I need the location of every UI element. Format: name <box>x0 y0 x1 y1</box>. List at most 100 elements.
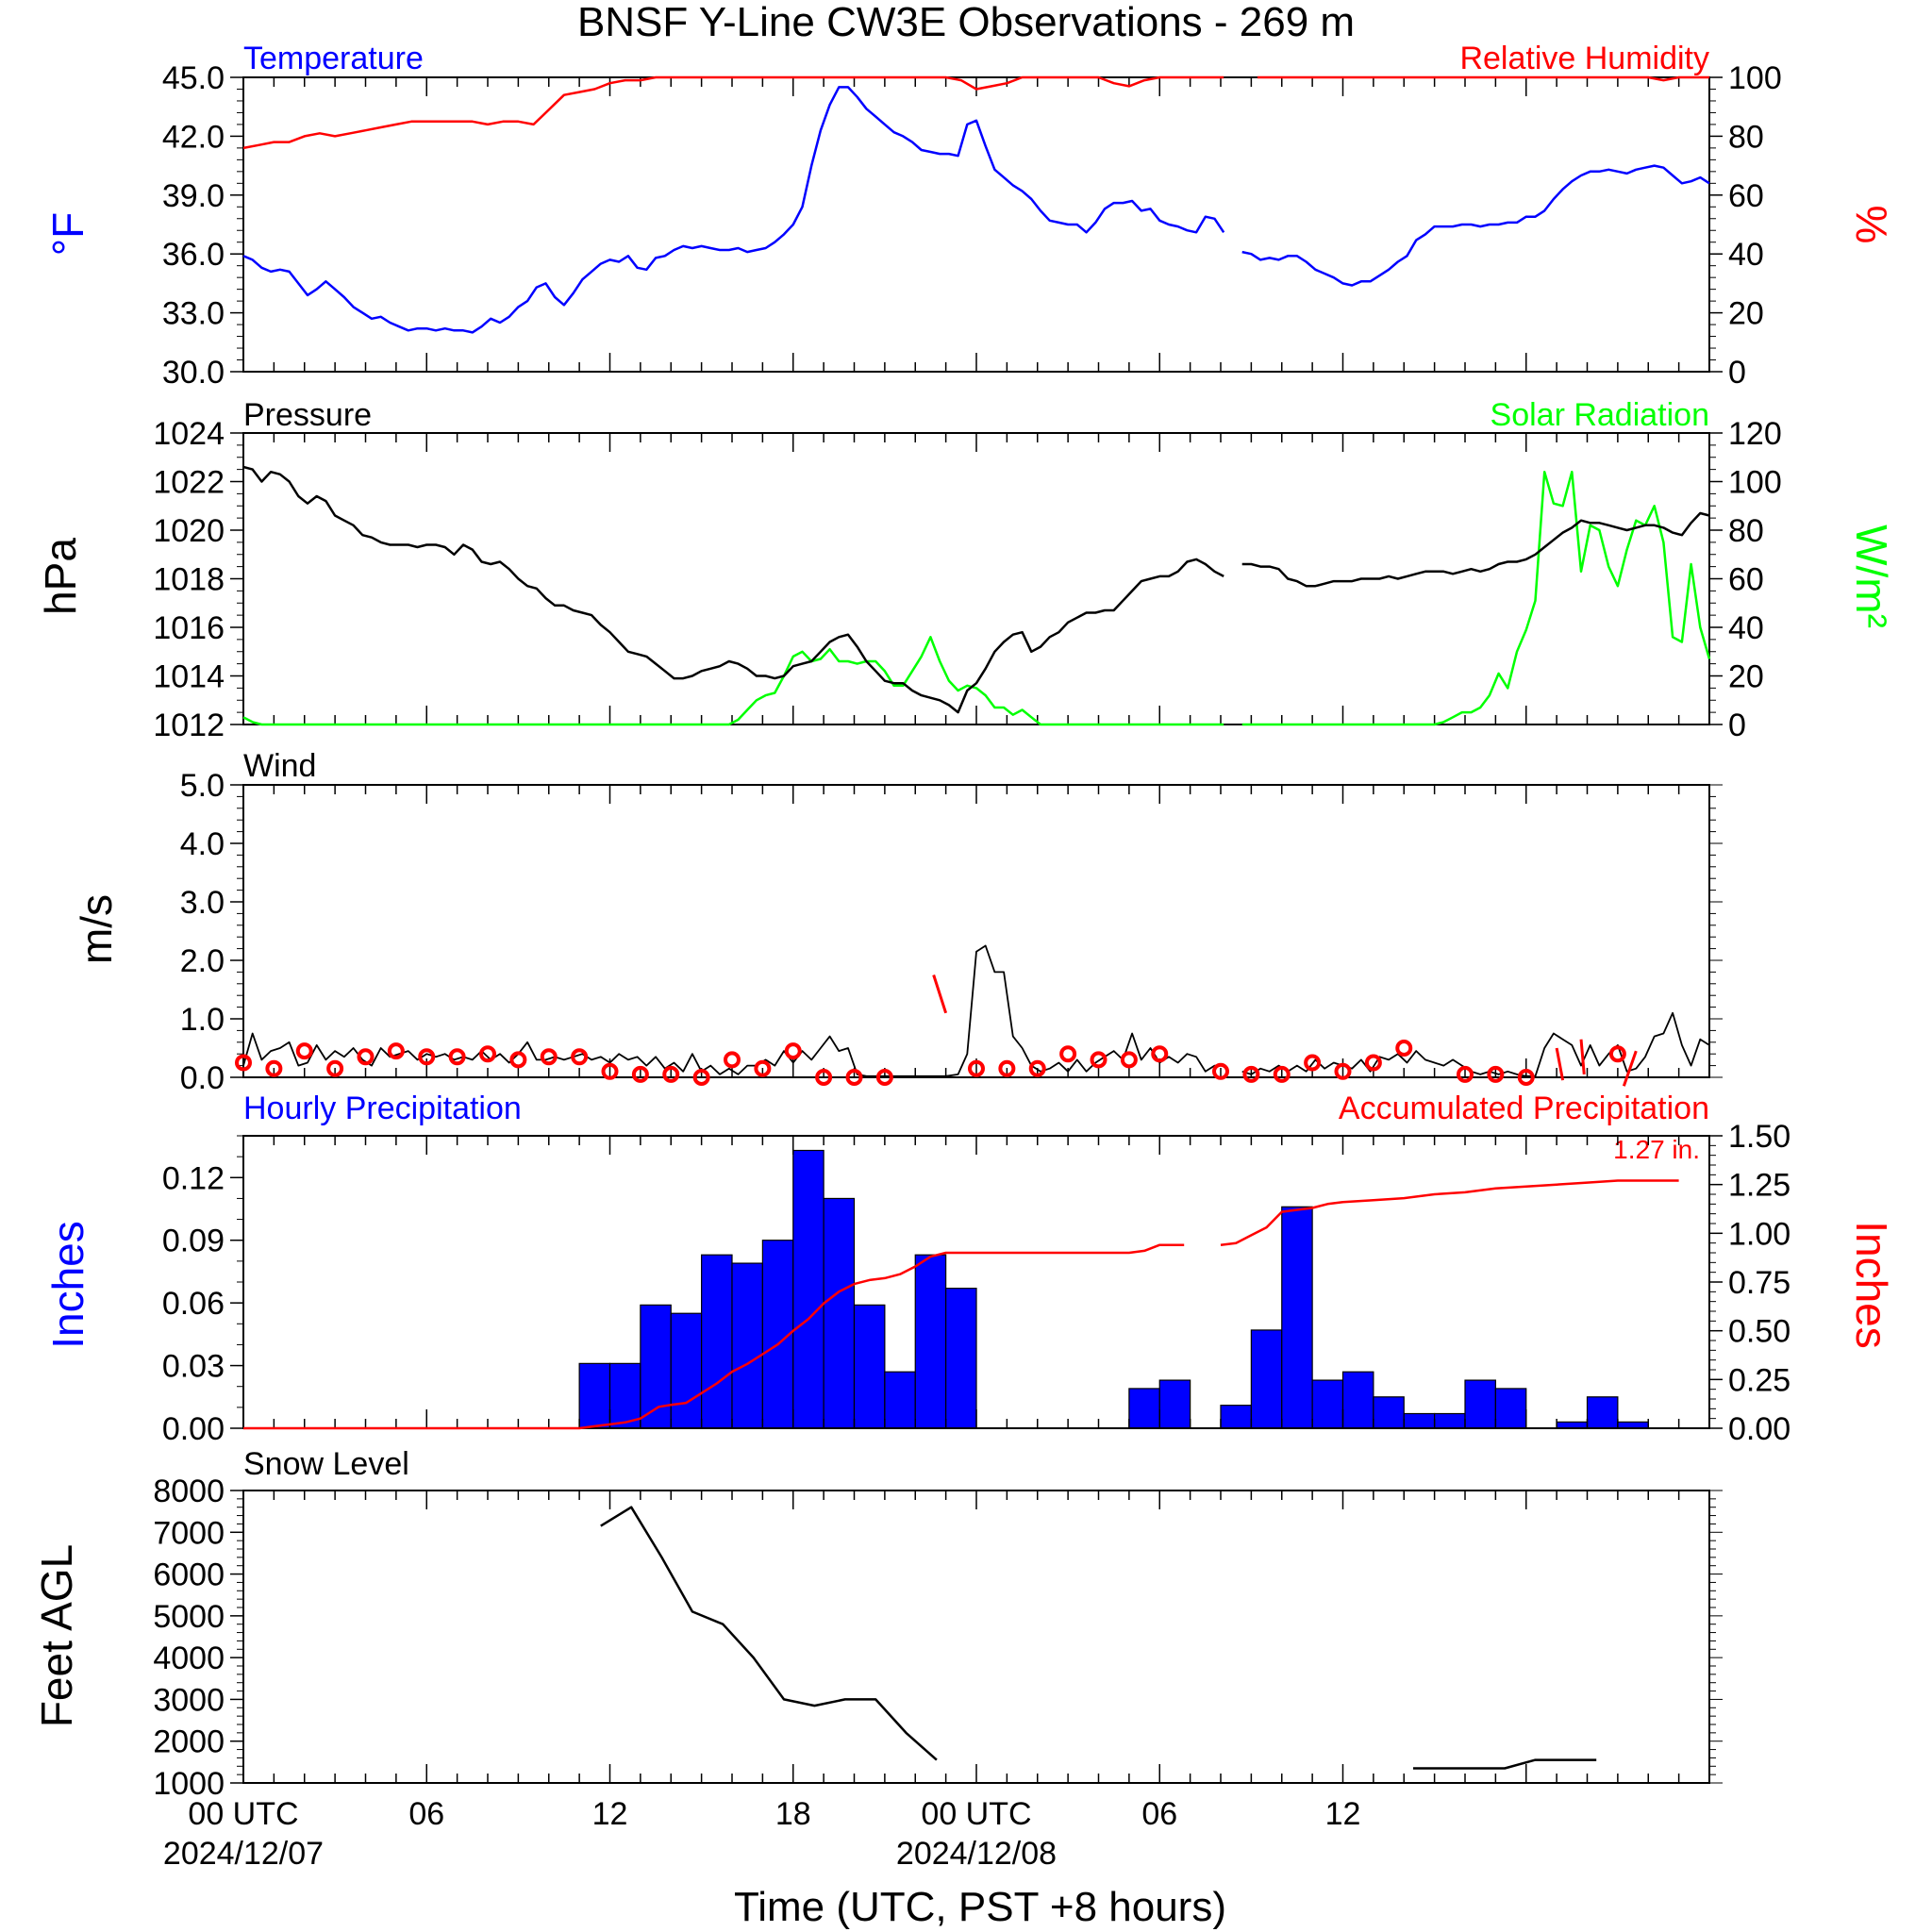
left-tick-label: 42.0 <box>162 119 225 155</box>
precip-bar <box>1403 1412 1436 1429</box>
left-tick-label: 39.0 <box>162 178 225 214</box>
left-tick-label: 0.0 <box>180 1060 225 1096</box>
snow-level-axes: 1000 2000 3000 4000 5000 6000 7000 8000 <box>153 1474 1723 1802</box>
right-tick-label: 0.50 <box>1728 1314 1790 1350</box>
right-tick-label: 0.25 <box>1728 1362 1790 1398</box>
precip-bar <box>1250 1329 1283 1429</box>
pressure-unit: hPa <box>36 538 85 615</box>
wind-marker <box>724 1051 741 1069</box>
precip-bar <box>1434 1412 1466 1429</box>
left-tick-label: 1016 <box>153 610 225 646</box>
wind-marker <box>1334 1062 1352 1080</box>
right-tick-label: 0.75 <box>1728 1265 1790 1301</box>
x-date-label: 2024/12/08 <box>896 1836 1057 1872</box>
right-tick-label: 120 <box>1728 416 1782 452</box>
x-date-label: 2024/12/07 <box>163 1836 324 1872</box>
wind-marker <box>479 1045 496 1063</box>
left-tick-label: 6000 <box>153 1557 225 1593</box>
pressure-title: Pressure <box>243 397 372 433</box>
left-tick-label: 4000 <box>153 1641 225 1676</box>
precip-bar <box>1494 1388 1527 1429</box>
chart-title: BNSF Y-Line CW3E Observations - 269 m <box>577 0 1355 45</box>
solar-title: Solar Radiation <box>1491 397 1709 433</box>
wind-marker <box>326 1059 344 1077</box>
temperature-unit: °F <box>43 212 92 257</box>
x-tick-label: 18 <box>775 1796 811 1832</box>
right-tick-label: 1.50 <box>1728 1119 1790 1155</box>
left-tick-label: 36.0 <box>162 237 225 273</box>
wind-marker <box>998 1059 1016 1077</box>
solar-radiation-line <box>242 470 1711 726</box>
panel-precipitation: Hourly Precipitation Accumulated Precipi… <box>43 1091 1896 1447</box>
left-tick-label: 8000 <box>153 1474 225 1509</box>
wind-direction-barb <box>1622 1050 1638 1087</box>
humidity-line <box>242 75 1709 150</box>
left-tick-label: 0.09 <box>162 1224 225 1259</box>
wind-marker <box>387 1042 405 1060</box>
humidity-unit: % <box>1847 206 1896 244</box>
wind-direction-barb <box>1555 1047 1565 1081</box>
left-tick-label: 5000 <box>153 1599 225 1635</box>
right-tick-label: 0.00 <box>1728 1411 1790 1447</box>
right-tick-label: 0 <box>1728 355 1746 391</box>
left-tick-label: 1.0 <box>180 1002 225 1038</box>
wind-marker <box>1212 1062 1229 1080</box>
wind-axes: 0.0 1.0 2.0 3.0 4.0 5.0 <box>180 768 1723 1096</box>
precip-bar <box>914 1254 947 1429</box>
left-tick-label: 1014 <box>153 659 225 695</box>
precipitation-axes: 0.00 0.03 0.06 0.09 0.12 0.00 0.25 0.50 0.75 1.00… <box>162 1119 1790 1447</box>
left-tick-label: 1024 <box>153 416 225 452</box>
wind-marker <box>692 1069 710 1086</box>
wind-marker <box>295 1042 313 1060</box>
wind-marker <box>1120 1051 1138 1069</box>
precip-bar <box>578 1362 611 1429</box>
left-tick-label: 1022 <box>153 465 225 501</box>
left-tick-label: 1020 <box>153 513 225 549</box>
snow-level-line <box>600 1506 1597 1770</box>
panel-pressure: Pressure Solar Radiation hPa W/m² 101210… <box>36 397 1896 743</box>
wind-marker <box>1364 1054 1382 1072</box>
wind-marker <box>1028 1059 1046 1077</box>
wind-marker <box>1487 1065 1505 1083</box>
wind-marker <box>875 1069 893 1086</box>
precip-bar <box>1220 1405 1252 1429</box>
right-tick-label: 80 <box>1728 119 1764 155</box>
left-tick-label: 3.0 <box>180 885 225 921</box>
right-tick-label: 60 <box>1728 178 1764 214</box>
x-tick-label: 00 UTC <box>188 1796 298 1832</box>
panel-snow-level: Snow Level Feet AGL 1000 2000 3000 4000 5000… <box>32 1446 1723 1802</box>
left-tick-label: 0.12 <box>162 1160 225 1196</box>
pressure-line <box>242 465 1710 714</box>
panel-temperature: Temperature Relative Humidity °F % 30.03… <box>43 41 1896 391</box>
wind-direction-barb <box>1579 1039 1586 1075</box>
left-tick-label: 0.00 <box>162 1411 225 1447</box>
precip-bar <box>792 1149 824 1429</box>
x-tick-label: 06 <box>408 1796 444 1832</box>
precip-bar <box>853 1304 886 1429</box>
wind-marker <box>1151 1045 1169 1063</box>
x-tick-label: 06 <box>1141 1796 1177 1832</box>
left-tick-label: 33.0 <box>162 296 225 332</box>
x-axis-title: Time (UTC, PST +8 hours) <box>734 1884 1226 1930</box>
accum-precip-title: Accumulated Precipitation <box>1339 1091 1709 1126</box>
wind-marker <box>845 1069 863 1086</box>
precip-bar <box>1158 1379 1191 1429</box>
wind-title: Wind <box>243 748 316 784</box>
precip-bar <box>1464 1379 1496 1429</box>
precip-bar <box>701 1254 733 1429</box>
right-tick-label: 40 <box>1728 237 1764 273</box>
x-tick-label: 12 <box>592 1796 628 1832</box>
left-tick-label: 2000 <box>153 1724 225 1760</box>
wind-marker <box>265 1059 283 1077</box>
humidity-title: Relative Humidity <box>1459 41 1709 76</box>
wind-marker <box>754 1059 772 1077</box>
wind-marker <box>1090 1051 1108 1069</box>
precip-bar <box>1586 1396 1619 1429</box>
wind-marker <box>1273 1065 1291 1083</box>
wind-marker <box>815 1069 833 1086</box>
right-tick-label: 1.00 <box>1728 1216 1790 1252</box>
solar-unit: W/m² <box>1847 525 1896 628</box>
left-tick-label: 5.0 <box>180 768 225 804</box>
wind-unit: m/s <box>72 894 121 964</box>
